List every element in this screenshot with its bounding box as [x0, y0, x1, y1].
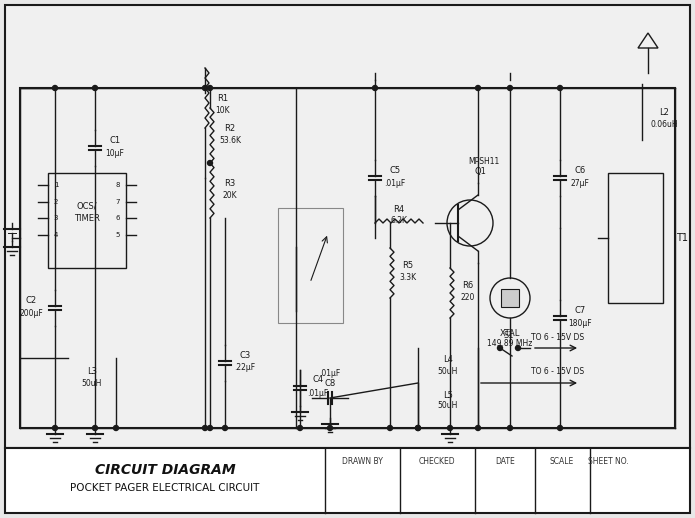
Bar: [608, 173, 663, 303]
Circle shape: [448, 425, 452, 430]
Circle shape: [516, 346, 521, 351]
Text: 8: 8: [116, 182, 120, 188]
Text: C7: C7: [574, 306, 586, 314]
Text: L3: L3: [87, 367, 97, 377]
Text: POCKET PAGER ELECTRICAL CIRCUIT: POCKET PAGER ELECTRICAL CIRCUIT: [70, 483, 260, 493]
Text: R1: R1: [218, 94, 229, 103]
Circle shape: [202, 425, 208, 430]
Text: .01μF: .01μF: [307, 388, 329, 397]
Text: TO 6 - 15V DS: TO 6 - 15V DS: [532, 367, 584, 377]
Circle shape: [557, 85, 562, 91]
Text: CIRCUIT DIAGRAM: CIRCUIT DIAGRAM: [95, 463, 236, 477]
Text: 50uH: 50uH: [438, 401, 458, 410]
Text: C2: C2: [26, 295, 37, 305]
Bar: [20, 88, 675, 428]
Text: 10μF: 10μF: [106, 149, 124, 157]
Text: C4: C4: [313, 376, 324, 384]
Text: L5: L5: [443, 391, 453, 399]
Text: 53.6K: 53.6K: [219, 136, 241, 145]
Text: 1: 1: [54, 182, 58, 188]
Text: DATE: DATE: [495, 456, 515, 466]
Text: C3: C3: [239, 351, 251, 359]
Text: 180μF: 180μF: [569, 319, 592, 327]
Text: T1: T1: [676, 233, 688, 243]
Text: 50uH: 50uH: [82, 379, 102, 387]
Circle shape: [92, 85, 97, 91]
Circle shape: [202, 85, 208, 91]
Text: .22μF: .22μF: [234, 364, 256, 372]
Text: C6: C6: [574, 165, 586, 175]
Text: C1: C1: [109, 136, 120, 145]
Text: 3: 3: [54, 215, 58, 221]
Text: R3: R3: [224, 179, 236, 188]
Circle shape: [507, 85, 512, 91]
Text: 220: 220: [461, 293, 475, 301]
Circle shape: [507, 425, 512, 430]
Text: MPSH11: MPSH11: [468, 156, 500, 165]
Bar: [5, 5, 690, 448]
Circle shape: [373, 85, 377, 91]
Text: C5: C5: [389, 165, 400, 175]
Text: XTAL: XTAL: [500, 328, 520, 338]
Text: 20K: 20K: [222, 191, 237, 199]
Text: 200μF: 200μF: [19, 309, 43, 318]
Text: 5: 5: [116, 232, 120, 238]
Circle shape: [53, 85, 58, 91]
Circle shape: [388, 425, 393, 430]
Text: 6.2K: 6.2K: [391, 215, 407, 224]
Circle shape: [222, 425, 227, 430]
Bar: [278, 208, 343, 323]
Circle shape: [297, 425, 302, 430]
Text: R5: R5: [402, 261, 414, 269]
Text: R6: R6: [462, 281, 473, 290]
Circle shape: [53, 425, 58, 430]
Text: R4: R4: [393, 205, 404, 213]
Text: SCALE: SCALE: [550, 456, 574, 466]
Text: C8: C8: [325, 380, 336, 388]
Text: 7: 7: [116, 199, 120, 205]
Text: 10K: 10K: [215, 106, 230, 114]
Text: .01μF: .01μF: [320, 368, 341, 378]
Text: 27μF: 27μF: [571, 179, 589, 188]
Circle shape: [498, 346, 502, 351]
Text: SHEET NO.: SHEET NO.: [588, 456, 628, 466]
Text: TIMER: TIMER: [74, 213, 100, 223]
Text: 2: 2: [54, 199, 58, 205]
Text: 3.3K: 3.3K: [400, 272, 416, 281]
Circle shape: [208, 161, 213, 165]
Text: 149.89 MHz: 149.89 MHz: [487, 339, 532, 349]
Text: 6: 6: [116, 215, 120, 221]
Circle shape: [208, 85, 213, 91]
Text: CHECKED: CHECKED: [418, 456, 455, 466]
Text: L2: L2: [659, 108, 669, 117]
Circle shape: [208, 425, 213, 430]
Bar: [48, 173, 126, 268]
Circle shape: [416, 425, 420, 430]
Circle shape: [327, 425, 332, 430]
Text: OCS/: OCS/: [76, 202, 97, 210]
Circle shape: [475, 85, 480, 91]
Text: 50uH: 50uH: [438, 367, 458, 376]
Circle shape: [557, 425, 562, 430]
Text: Q1: Q1: [474, 166, 486, 176]
Text: .01μF: .01μF: [384, 179, 406, 188]
Circle shape: [92, 425, 97, 430]
Text: 0.06uH: 0.06uH: [651, 120, 678, 128]
Text: DRAWN BY: DRAWN BY: [341, 456, 382, 466]
Text: TO 6 - 15V DS: TO 6 - 15V DS: [532, 333, 584, 341]
Bar: [501, 289, 519, 307]
Circle shape: [475, 425, 480, 430]
Text: 4: 4: [54, 232, 58, 238]
Bar: [5, 448, 690, 513]
Text: R2: R2: [224, 123, 236, 133]
Text: L4: L4: [443, 355, 453, 365]
Circle shape: [113, 425, 119, 430]
Circle shape: [416, 425, 420, 430]
Text: S1: S1: [504, 332, 514, 340]
